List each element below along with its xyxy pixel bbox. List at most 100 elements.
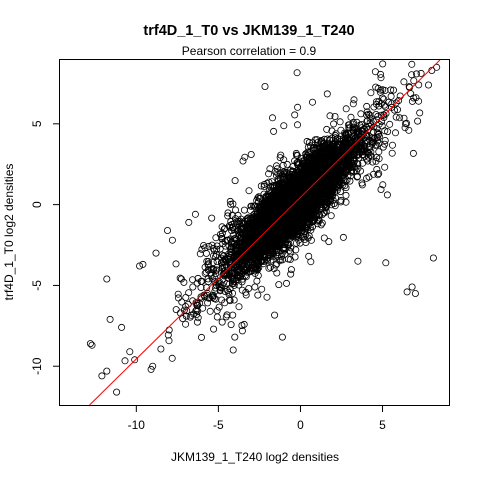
data-point [291, 157, 299, 165]
data-point [414, 117, 422, 125]
data-point [391, 129, 399, 137]
y-tick-label: 0 [30, 201, 44, 208]
data-point [363, 102, 371, 110]
data-point [392, 99, 400, 107]
data-point [353, 118, 361, 126]
data-point [230, 296, 238, 304]
y-axis-label: trf4D_1_T0 log2 densities [2, 164, 16, 301]
data-point [218, 261, 226, 269]
data-point [350, 96, 358, 104]
data-point [271, 311, 279, 319]
data-point [342, 198, 350, 206]
data-point [291, 253, 299, 261]
chart-subtitle: Pearson correlation = 0.9 [182, 44, 317, 58]
data-point [282, 279, 290, 287]
data-point [387, 92, 395, 100]
data-point [223, 279, 231, 287]
data-point [369, 170, 377, 178]
x-tick-label: 0 [297, 418, 304, 432]
data-point [260, 256, 268, 264]
data-point [215, 303, 223, 311]
data-point [168, 354, 176, 362]
data-point [375, 148, 383, 156]
data-point [337, 126, 345, 134]
data-point [374, 112, 382, 120]
data-point [263, 293, 271, 301]
data-point [157, 345, 165, 353]
y-tick-label: 5 [30, 120, 44, 127]
data-point [255, 194, 263, 202]
data-point [384, 128, 392, 136]
data-point [275, 281, 283, 289]
x-tick-label: -10 [128, 418, 146, 432]
data-point [174, 290, 182, 298]
data-point [287, 266, 295, 274]
data-point [204, 261, 212, 269]
data-point [258, 285, 266, 293]
data-point [323, 90, 331, 98]
data-point [229, 311, 237, 319]
data-point [323, 125, 331, 133]
data-point [392, 113, 400, 121]
data-point [326, 112, 334, 120]
data-point [219, 240, 227, 248]
data-point [261, 83, 269, 91]
data-point [231, 206, 239, 214]
data-point [372, 83, 380, 91]
data-point [349, 128, 357, 136]
data-point [230, 240, 238, 248]
data-point [342, 105, 350, 113]
data-point [270, 265, 278, 273]
data-point [384, 98, 392, 106]
data-point [408, 71, 416, 79]
data-point [205, 242, 213, 250]
data-point [379, 143, 387, 151]
data-point [223, 311, 231, 319]
data-point [240, 320, 248, 328]
x-axis-label: JKM139_1_T240 log2 densities [171, 450, 339, 464]
data-point [331, 202, 339, 210]
data-point [224, 212, 232, 220]
data-point [218, 232, 226, 240]
data-point [416, 109, 424, 117]
data-point [382, 110, 390, 118]
data-point [409, 149, 417, 157]
data-point [182, 302, 190, 310]
data-point [180, 278, 188, 286]
data-point [209, 244, 217, 252]
data-point [242, 288, 250, 296]
data-point [238, 286, 246, 294]
data-point [386, 120, 394, 128]
data-point [293, 69, 301, 77]
data-point [320, 139, 328, 147]
data-points [86, 60, 441, 396]
data-point [284, 255, 292, 263]
data-point [317, 221, 325, 229]
data-point [254, 202, 262, 210]
data-point [379, 60, 387, 68]
data-point [268, 114, 276, 122]
data-point [304, 143, 312, 151]
data-point [164, 331, 172, 339]
data-point [174, 294, 182, 302]
data-point [395, 97, 403, 105]
data-point [165, 337, 173, 345]
data-point [193, 318, 201, 326]
data-point [381, 163, 389, 171]
data-point [336, 118, 344, 126]
data-point [172, 306, 180, 314]
data-point [212, 270, 220, 278]
data-point [193, 279, 201, 287]
x-tick-label: 5 [379, 418, 386, 432]
data-point [240, 206, 248, 214]
data-point [381, 136, 389, 144]
x-tick-label: -5 [213, 418, 224, 432]
data-point [272, 162, 280, 170]
data-point [204, 257, 212, 265]
data-point [208, 275, 216, 283]
data-point [330, 120, 338, 128]
data-point [393, 106, 401, 114]
data-point [266, 263, 274, 271]
data-point [193, 310, 201, 318]
